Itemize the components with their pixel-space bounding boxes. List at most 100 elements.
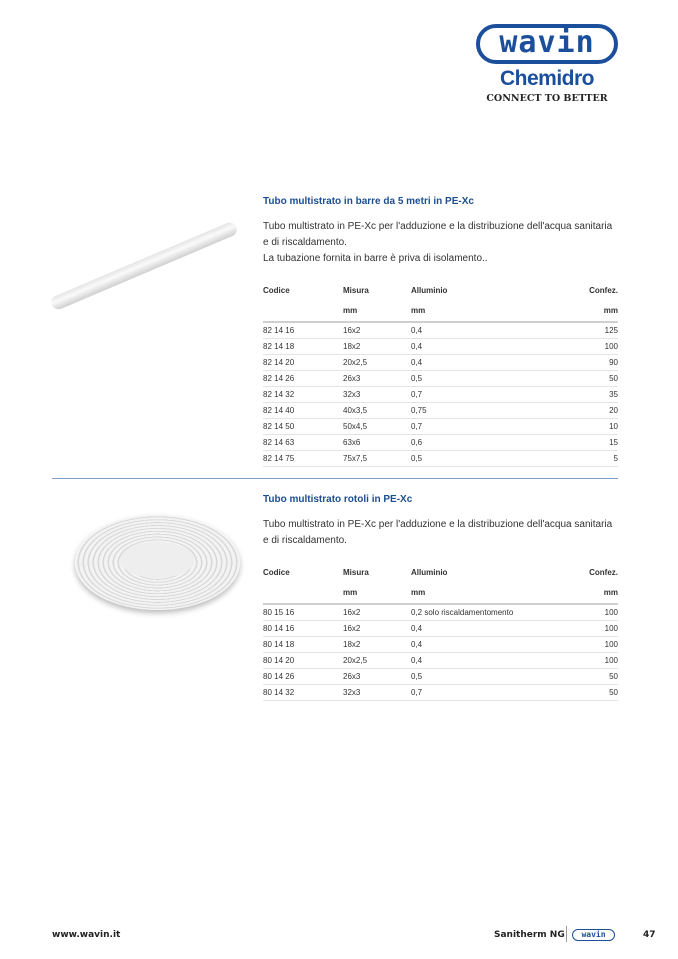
chemidro-logo: Chemidro <box>499 67 595 90</box>
unit-cell: mm <box>343 300 411 323</box>
column-header: Confez. <box>589 285 618 295</box>
table-cell: 16x2 <box>343 620 411 637</box>
table-cell: 35 <box>526 386 618 403</box>
section-divider <box>52 478 618 479</box>
table-cell: 16x2 <box>343 604 411 621</box>
table-row: 80 14 32 32x3 0,7 50 <box>263 684 618 701</box>
table-cell: 80 14 20 <box>263 652 343 669</box>
table-cell: 18x2 <box>343 338 411 355</box>
description-line: Tubo multistrato in PE-Xc per l'adduzion… <box>263 519 613 546</box>
column-header: Alluminio <box>411 567 448 577</box>
table-cell: 80 14 26 <box>263 668 343 685</box>
footer-wavin-logo: wavin <box>572 929 615 941</box>
table-cell: 100 <box>572 620 618 637</box>
column-header: Confez. <box>589 567 618 577</box>
table-row: 80 15 16 16x2 0,2 solo riscaldamentomento 1… <box>263 604 618 621</box>
unit-cell: mm <box>411 300 527 323</box>
table-cell: 0,4 <box>411 354 527 371</box>
table-cell: 20x2,5 <box>343 652 411 669</box>
units-row: mm mm mm <box>263 582 618 605</box>
column-header: Misura <box>343 285 369 295</box>
table-cell: 16x2 <box>343 322 411 339</box>
table-cell: 80 14 18 <box>263 636 343 653</box>
product-table: Codice Misura Alluminio Confez. mm mm mm 82 14 … <box>263 280 618 467</box>
table-cell: 0,4 <box>411 636 573 653</box>
table-cell: 50 <box>572 684 618 701</box>
table-cell: 0,5 <box>411 370 527 387</box>
table-cell: 26x3 <box>343 668 411 685</box>
table-cell: 82 14 20 <box>263 354 343 371</box>
table-cell: 0,5 <box>411 450 527 467</box>
table-cell: 82 14 50 <box>263 418 343 435</box>
table-cell: 0,5 <box>411 668 573 685</box>
table-cell: 20 <box>526 402 618 419</box>
description-line: La tubazione fornita in barre è priva di… <box>263 253 488 264</box>
table-row: 82 14 26 26x3 0,5 50 <box>263 370 618 387</box>
table-cell: 82 14 26 <box>263 370 343 387</box>
table-cell: 50x4,5 <box>343 418 411 435</box>
table-cell: 100 <box>572 636 618 653</box>
column-header: Alluminio <box>411 285 448 295</box>
table-cell: 90 <box>526 354 618 371</box>
table-row: 82 14 16 16x2 0,4 125 <box>263 322 618 339</box>
column-header: Misura <box>343 567 369 577</box>
table-cell: 82 14 63 <box>263 434 343 451</box>
table-row: 82 14 20 20x2,5 0,4 90 <box>263 354 618 371</box>
table-cell: 100 <box>526 338 618 355</box>
unit-cell: mm <box>343 582 411 605</box>
column-header: Codice <box>263 567 290 577</box>
table-row: 82 14 32 32x3 0,7 35 <box>263 386 618 403</box>
footer-separator <box>566 926 567 942</box>
table-row: 82 14 50 50x4,5 0,7 10 <box>263 418 618 435</box>
table-cell: 75x7,5 <box>343 450 411 467</box>
table-cell: 100 <box>572 604 618 621</box>
unit-cell: mm <box>411 582 573 605</box>
table-header: Codice Misura Alluminio Confez. <box>263 562 618 582</box>
table-row: 82 14 18 18x2 0,4 100 <box>263 338 618 355</box>
table-cell: 0,2 solo riscaldamentomento <box>411 604 573 621</box>
wavin-chemidro-logo: wavin Chemidro CONNECT TO BETTER <box>474 24 620 104</box>
table-cell: 82 14 75 <box>263 450 343 467</box>
table-cell: 20x2,5 <box>343 354 411 371</box>
table-cell: 125 <box>526 322 618 339</box>
table-cell: 26x3 <box>343 370 411 387</box>
table-cell: 10 <box>526 418 618 435</box>
table-cell: 32x3 <box>343 386 411 403</box>
section-description: Tubo multistrato in PE-Xc per l'adduzion… <box>263 517 618 549</box>
table-cell: 0,4 <box>411 338 527 355</box>
unit-cell: mm <box>526 300 618 323</box>
table-row: 82 14 63 63x6 0,6 15 <box>263 434 618 451</box>
pipe-coil-center <box>120 542 195 578</box>
table-cell: 0,4 <box>411 652 573 669</box>
table-cell: 0,7 <box>411 386 527 403</box>
column-header: Codice <box>263 285 290 295</box>
footer-website[interactable]: www.wavin.it <box>52 930 121 940</box>
unit-cell <box>263 582 343 605</box>
section-coils: Tubo multistrato rotoli in PE-Xc Tubo mul… <box>263 494 618 701</box>
description-line: Tubo multistrato in PE-Xc per l'adduzion… <box>263 221 613 248</box>
table-cell: 5 <box>526 450 618 467</box>
wavin-logo: wavin <box>476 24 618 64</box>
table-row: 80 14 26 26x3 0,5 50 <box>263 668 618 685</box>
table-cell: 80 14 16 <box>263 620 343 637</box>
table-cell: 40x3,5 <box>343 402 411 419</box>
table-cell: 0,7 <box>411 684 573 701</box>
footer-product: Sanitherm NG <box>494 930 565 940</box>
table-cell: 0,4 <box>411 322 527 339</box>
table-row: 82 14 75 75x7,5 0,5 5 <box>263 450 618 467</box>
tagline: CONNECT TO BETTER <box>486 93 608 104</box>
table-cell: 63x6 <box>343 434 411 451</box>
table-cell: 50 <box>572 668 618 685</box>
section-description: Tubo multistrato in PE-Xc per l'adduzion… <box>263 219 618 267</box>
pipe-bar-image <box>49 220 239 312</box>
table-cell: 82 14 16 <box>263 322 343 339</box>
table-cell: 82 14 40 <box>263 402 343 419</box>
table-cell: 0,4 <box>411 620 573 637</box>
table-cell: 15 <box>526 434 618 451</box>
table-cell: 0,7 <box>411 418 527 435</box>
table-cell: 82 14 32 <box>263 386 343 403</box>
table-cell: 32x3 <box>343 684 411 701</box>
table-header: Codice Misura Alluminio Confez. <box>263 280 618 300</box>
table-cell: 0,75 <box>411 402 527 419</box>
table-cell: 80 15 16 <box>263 604 343 621</box>
